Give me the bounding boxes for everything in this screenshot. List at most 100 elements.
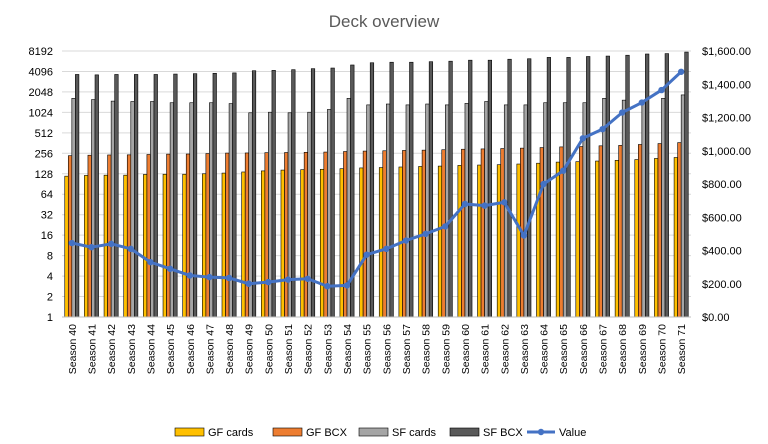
value-point bbox=[206, 273, 213, 281]
bar-sf-bcx bbox=[409, 61, 414, 318]
x-tick-label: Season 45 bbox=[165, 324, 177, 374]
bar-gf-cards bbox=[634, 159, 639, 318]
legend-swatch-gf-cards bbox=[174, 427, 205, 437]
x-tick-label: Season 70 bbox=[657, 324, 669, 374]
value-point bbox=[304, 275, 311, 282]
x-tick-label: Season 69 bbox=[637, 324, 649, 374]
bar-sf-cards bbox=[464, 103, 469, 318]
bar-gf-cards bbox=[221, 172, 226, 318]
bar-gf-cards bbox=[241, 171, 246, 318]
value-point bbox=[481, 202, 488, 209]
bar-sf-cards bbox=[661, 98, 666, 318]
x-tick-label: Season 41 bbox=[86, 324, 98, 374]
bar-sf-bcx bbox=[428, 61, 434, 318]
x-tick-label: Season 56 bbox=[381, 324, 393, 374]
x-tick-label: Season 61 bbox=[480, 324, 492, 374]
x-tick-label: Season 60 bbox=[460, 324, 472, 374]
x-axis: Season 40 Season 41 Season 42 Season 43 Seas… bbox=[62, 316, 691, 374]
x-tick-label: Season 68 bbox=[617, 324, 629, 374]
bar-gf-bcx bbox=[107, 154, 112, 318]
bar-gf-cards bbox=[261, 170, 266, 318]
value-point bbox=[166, 265, 174, 272]
bar-gf-cards bbox=[437, 165, 443, 318]
bar-gf-cards bbox=[143, 174, 148, 318]
bar-sf-bcx bbox=[134, 74, 139, 318]
bar-gf-bcx bbox=[343, 151, 348, 318]
x-tick-label: Season 57 bbox=[401, 324, 413, 374]
bar-sf-bcx bbox=[153, 74, 158, 318]
right-tick-label: $800.00 bbox=[702, 179, 742, 191]
bar-sf-cards bbox=[582, 102, 587, 318]
bar-sf-cards bbox=[150, 101, 155, 318]
bar-gf-bcx bbox=[67, 155, 73, 318]
bar-sf-bcx bbox=[546, 57, 551, 318]
bar-sf-bcx bbox=[605, 55, 610, 318]
legend-swatch-sf-bcx bbox=[449, 427, 480, 437]
x-tick-label: Season 50 bbox=[263, 324, 275, 374]
bar-gf-bcx bbox=[264, 152, 269, 318]
bar-sf-cards bbox=[386, 103, 391, 318]
bar-sf-bcx bbox=[212, 72, 217, 318]
right-tick-label: $1,000.00 bbox=[702, 146, 751, 158]
bar-gf-bcx bbox=[303, 151, 309, 318]
value-point bbox=[619, 109, 626, 116]
x-tick-label: Season 42 bbox=[106, 324, 118, 374]
bar-gf-bcx bbox=[657, 143, 662, 318]
legend-label-sf-cards: SF cards bbox=[392, 427, 437, 439]
bar-gf-bcx bbox=[402, 150, 407, 318]
value-point bbox=[520, 232, 528, 239]
left-tick-label: 512 bbox=[35, 128, 53, 140]
bar-gf-cards bbox=[654, 158, 659, 318]
legend-swatch-gf-bcx bbox=[272, 427, 303, 437]
bar-sf-cards bbox=[621, 99, 627, 318]
value-point bbox=[501, 199, 508, 206]
x-tick-label: Season 65 bbox=[558, 324, 570, 374]
bar-sf-cards bbox=[405, 104, 410, 318]
bar-gf-cards bbox=[339, 168, 344, 318]
bar-gf-cards bbox=[575, 161, 580, 318]
value-point bbox=[343, 282, 351, 289]
value-point bbox=[560, 167, 567, 174]
value-point bbox=[363, 251, 370, 258]
bar-gf-cards bbox=[673, 157, 678, 318]
bar-sf-bcx bbox=[193, 73, 198, 318]
legend-label-sf-bcx: SF BCX bbox=[483, 427, 523, 439]
value-point bbox=[245, 280, 252, 287]
bar-gf-cards bbox=[162, 173, 167, 318]
value-point bbox=[68, 239, 76, 247]
bar-sf-bcx bbox=[369, 62, 375, 318]
bar-sf-bcx bbox=[586, 56, 591, 318]
bar-sf-cards bbox=[523, 104, 528, 318]
x-tick-label: Season 53 bbox=[322, 324, 334, 374]
bar-sf-bcx bbox=[330, 67, 335, 318]
value-point bbox=[88, 243, 95, 251]
x-tick-label: Season 54 bbox=[342, 324, 354, 374]
x-tick-label: Season 47 bbox=[204, 324, 216, 374]
value-point bbox=[638, 99, 646, 106]
right-tick-label: $1,400.00 bbox=[702, 79, 751, 91]
value-point bbox=[324, 283, 331, 290]
legend: GF cards GF BCX SF cards SF BCX Value bbox=[174, 427, 586, 439]
x-tick-label: Season 46 bbox=[185, 324, 197, 374]
left-tick-label: 4096 bbox=[29, 66, 53, 78]
left-tick-label: 8192 bbox=[29, 46, 53, 58]
bar-sf-bcx bbox=[251, 70, 257, 318]
bar-sf-cards bbox=[366, 104, 371, 318]
right-tick-label: $1,600.00 bbox=[702, 46, 751, 58]
value-point bbox=[147, 258, 154, 266]
bar-gf-bcx bbox=[323, 151, 328, 318]
left-tick-label: 1024 bbox=[29, 107, 53, 119]
value-point bbox=[677, 68, 685, 75]
bar-gf-cards bbox=[202, 173, 207, 318]
bar-gf-bcx bbox=[87, 154, 92, 318]
bar-sf-bcx bbox=[468, 59, 473, 318]
bar-gf-bcx bbox=[225, 152, 230, 318]
bar-sf-bcx bbox=[75, 74, 80, 318]
x-tick-label: Season 43 bbox=[126, 324, 138, 374]
bar-gf-cards bbox=[536, 162, 541, 318]
left-tick-label: 128 bbox=[35, 169, 53, 181]
bar-gf-cards bbox=[182, 173, 187, 318]
bar-sf-cards bbox=[169, 102, 174, 318]
bar-sf-cards bbox=[91, 99, 96, 318]
bar-sf-cards bbox=[71, 98, 76, 318]
